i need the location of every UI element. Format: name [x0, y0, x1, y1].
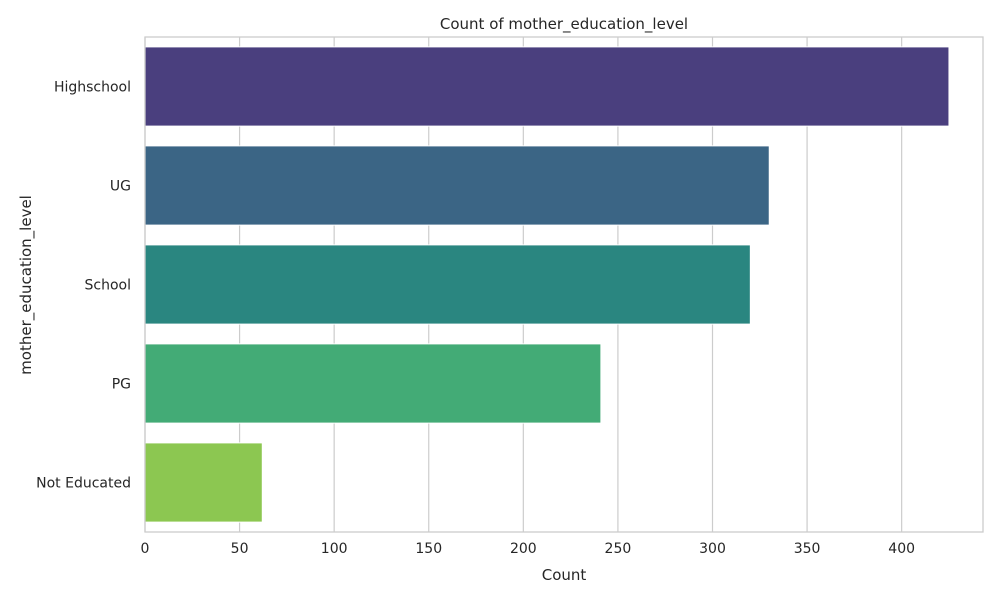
x-tick-label: 350 — [794, 541, 821, 557]
y-tick-label: School — [85, 278, 131, 294]
y-tick-label: Highschool — [54, 80, 131, 96]
bar-pg — [144, 343, 602, 424]
x-tick-label: 250 — [605, 541, 632, 557]
x-tick-labels: 0 50 100 150 200 250 300 350 400 — [141, 541, 915, 557]
x-tick-label: 200 — [510, 541, 537, 557]
bar-not-educated — [144, 442, 263, 523]
y-tick-label: PG — [112, 377, 131, 393]
y-tick-label: UG — [110, 179, 131, 195]
bar-ug — [144, 145, 770, 226]
x-tick-label: 300 — [699, 541, 726, 557]
y-tick-labels: Highschool UG School PG Not Educated — [36, 80, 131, 492]
x-tick-label: 0 — [141, 541, 150, 557]
plot-frame — [144, 36, 984, 533]
y-tick-label: Not Educated — [36, 476, 131, 492]
x-tick-label: 100 — [321, 541, 348, 557]
y-axis-title: mother_education_level — [17, 195, 36, 375]
bar-highschool — [144, 46, 950, 127]
bar-school — [144, 244, 751, 325]
chart-title: Count of mother_education_level — [440, 15, 688, 34]
x-tick-label: 400 — [888, 541, 915, 557]
bar-layer — [144, 46, 950, 523]
x-axis-title: Count — [542, 566, 587, 584]
x-tick-label: 150 — [415, 541, 442, 557]
x-tick-label: 50 — [231, 541, 249, 557]
